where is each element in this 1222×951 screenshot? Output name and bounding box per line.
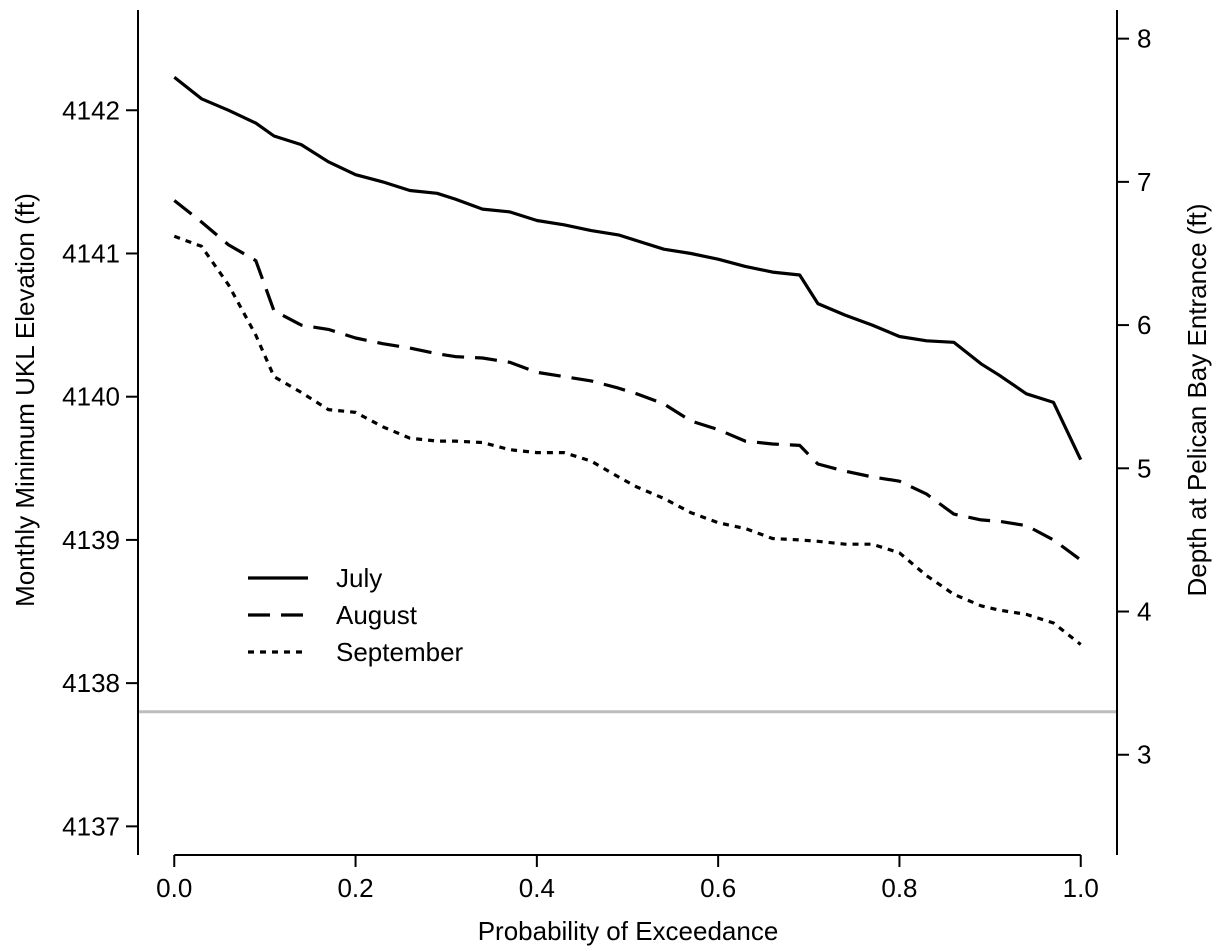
series-line-august [173,199,1082,562]
x-tick-label: 0.6 [700,873,736,903]
plot-lines [173,76,1083,646]
series-line-july [173,76,1083,461]
legend-label-september: September [336,637,464,667]
x-axis-title: Probability of Exceedance [478,916,779,946]
series-line-september [173,234,1082,646]
y-axis-title: Monthly Minimum UKL Elevation (ft) [10,193,40,607]
tick-marks [126,37,1129,867]
y-tick-label: 4139 [62,525,120,555]
y-tick-label: 4138 [62,668,120,698]
y-tick-label: 4142 [62,95,120,125]
y-tick-label: 4137 [62,811,120,841]
y2-axis-title: Depth at Pelican Bay Entrance (ft) [1182,203,1212,596]
x-tick-label: 0.8 [881,873,917,903]
legend-label-july: July [336,563,382,593]
y-tick-label: 4141 [62,238,120,268]
y2-tick-label: 5 [1137,453,1151,483]
x-tick-label: 0.4 [519,873,555,903]
axes [137,10,1118,856]
legend: July August September [248,563,464,667]
x-tick-label: 0.0 [156,873,192,903]
y2-tick-label: 4 [1137,597,1151,627]
x-tick-label: 0.2 [337,873,373,903]
x-tick-label: 1.0 [1063,873,1099,903]
tick-labels: 0.0 0.2 0.4 0.6 0.8 1.0 4137 4138 4139 4140 4141 41… [62,24,1151,903]
y2-tick-label: 6 [1137,310,1151,340]
y2-tick-label: 3 [1137,740,1151,770]
y-tick-label: 4140 [62,382,120,412]
legend-label-august: August [336,600,418,630]
y2-tick-label: 7 [1137,167,1151,197]
y2-tick-label: 8 [1137,24,1151,54]
